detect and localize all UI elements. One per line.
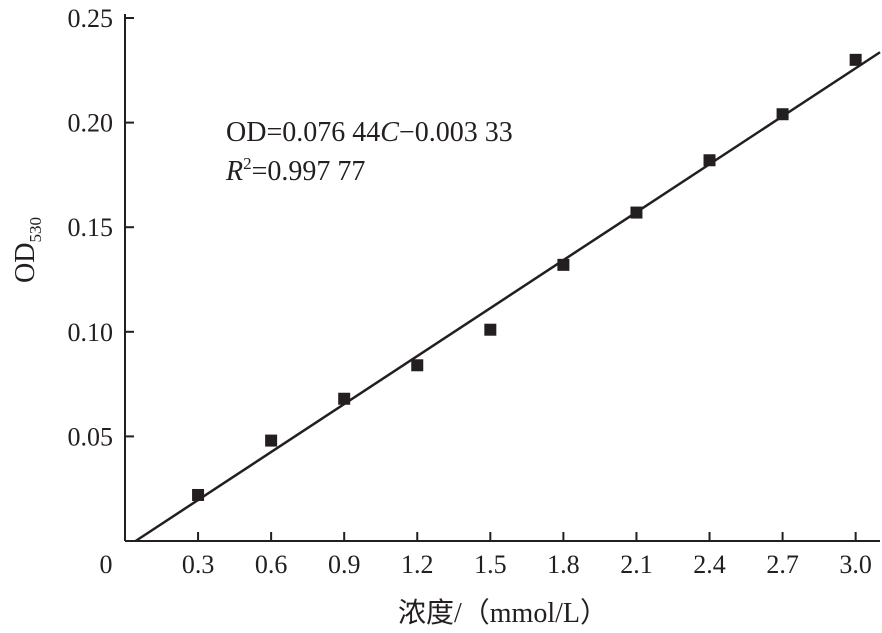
r-squared-label: R2=0.997 77 [225, 154, 365, 187]
fit-line [134, 51, 881, 543]
y-axis-title-main: OD [10, 243, 41, 283]
y-tick-label: 0.05 [68, 422, 114, 451]
data-point [265, 434, 278, 447]
data-point [776, 108, 789, 121]
equation-suffix: −0.003 33 [399, 117, 513, 148]
x-tick-label: 3.0 [839, 550, 872, 579]
y-tick-label: 0.10 [68, 318, 114, 347]
r-squared-symbol: R [225, 156, 243, 187]
data-point [703, 154, 716, 167]
y-axis-title: OD530 [10, 217, 45, 283]
data-point [849, 53, 862, 66]
fit-line-group [134, 51, 881, 543]
equation-prefix: OD=0.076 44 [226, 117, 380, 148]
equation-label: OD=0.076 44C−0.003 33 [226, 117, 513, 148]
x-tick-label: 1.5 [474, 550, 507, 579]
y-tick-label: 0.20 [68, 109, 114, 138]
x-tick-label: 1.8 [547, 550, 580, 579]
data-point [630, 206, 643, 219]
data-point [192, 488, 205, 501]
x-tick-label: 0.6 [255, 550, 288, 579]
data-points [192, 53, 862, 501]
r-squared-exponent: 2 [243, 154, 252, 173]
y-tick-label: 0.25 [68, 4, 114, 33]
data-point [338, 392, 351, 405]
x-axis-title: 浓度/（mmol/L） [398, 597, 608, 629]
x-tick-label: 2.1 [620, 550, 653, 579]
x-origin-label: 0 [100, 550, 113, 579]
y-tick-label: 0.15 [68, 213, 114, 242]
data-point [557, 258, 570, 271]
x-tick-label: 2.4 [693, 550, 726, 579]
x-tick-label: 0.3 [182, 550, 215, 579]
data-point [484, 323, 497, 336]
data-point [411, 359, 424, 372]
x-tick-label: 0.9 [328, 550, 361, 579]
equation-variable: C [380, 117, 399, 148]
x-tick-label: 2.7 [766, 550, 799, 579]
x-tick-label: 1.2 [401, 550, 434, 579]
axes: 0.05 0.10 0.15 0.20 0.25 0.3 0.6 0.9 1.2 1.5 1.8 2.… [68, 4, 880, 579]
r-squared-value: =0.997 77 [252, 156, 366, 187]
svg-text:OD530: OD530 [10, 217, 45, 283]
y-axis-title-subscript: 530 [26, 217, 45, 243]
